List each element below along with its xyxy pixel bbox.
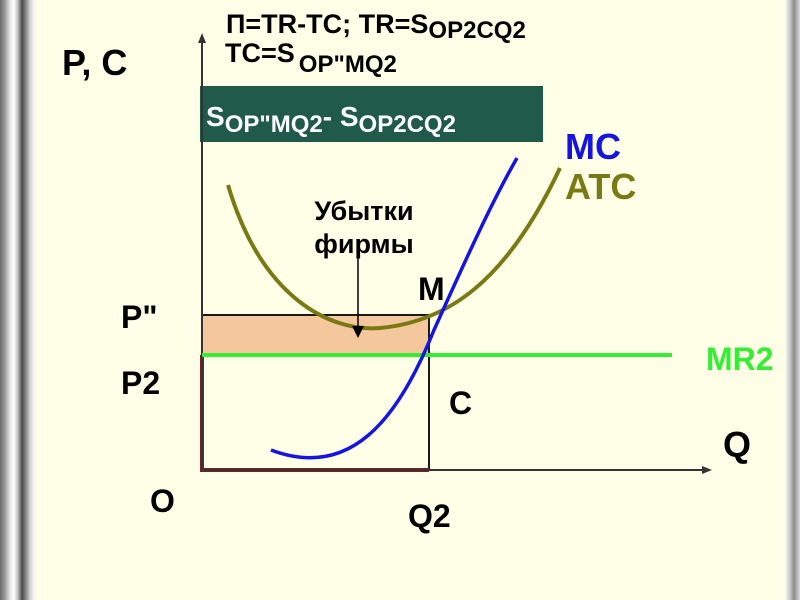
banner-s2: S bbox=[340, 101, 359, 132]
origin-label: O bbox=[150, 483, 175, 519]
point-m-label: M bbox=[418, 271, 445, 307]
tc-formula: TC=S OP"MQ2 bbox=[225, 38, 397, 78]
banner-s1: S bbox=[206, 101, 225, 132]
mc-curve bbox=[270, 157, 519, 460]
atc-curve bbox=[226, 167, 562, 331]
atc-label: ATC bbox=[565, 166, 636, 207]
mr2-label: MR2 bbox=[706, 341, 774, 377]
tr-subscript: OP2CQ2 bbox=[428, 17, 525, 44]
banner-s1-subscript: OP"MQ2 bbox=[225, 111, 323, 138]
loss-area bbox=[202, 315, 429, 355]
point-c-label: C bbox=[449, 385, 472, 421]
tc-subscript: OP"MQ2 bbox=[299, 51, 397, 78]
x-axis-label: Q bbox=[723, 424, 751, 465]
loss-label-line2: фирмы bbox=[314, 229, 413, 259]
tc-text: TC=S bbox=[225, 38, 295, 68]
right-frame-edge bbox=[786, 0, 800, 600]
q2-label: Q2 bbox=[408, 498, 451, 534]
profit-tr-text: П=TR-TC; TR=S bbox=[226, 9, 428, 39]
p-double-prime-label: P" bbox=[121, 299, 158, 335]
left-frame-edge bbox=[0, 0, 36, 600]
banner-s2-subscript: OP2CQ2 bbox=[359, 111, 456, 138]
revenue-rectangle-outline bbox=[200, 355, 429, 472]
banner-formula: SOP"MQ2- SOP2CQ2 bbox=[206, 101, 456, 138]
banner-minus: - bbox=[323, 101, 340, 132]
y-axis-label: P, C bbox=[62, 42, 127, 83]
formula-banner bbox=[200, 86, 543, 142]
mc-label: MC bbox=[565, 126, 621, 167]
loss-arrowhead bbox=[352, 326, 364, 338]
profit-tr-formula: П=TR-TC; TR=SOP2CQ2 bbox=[226, 9, 526, 44]
p2-label: P2 bbox=[121, 365, 160, 401]
loss-label-line1: Убытки bbox=[314, 196, 413, 226]
